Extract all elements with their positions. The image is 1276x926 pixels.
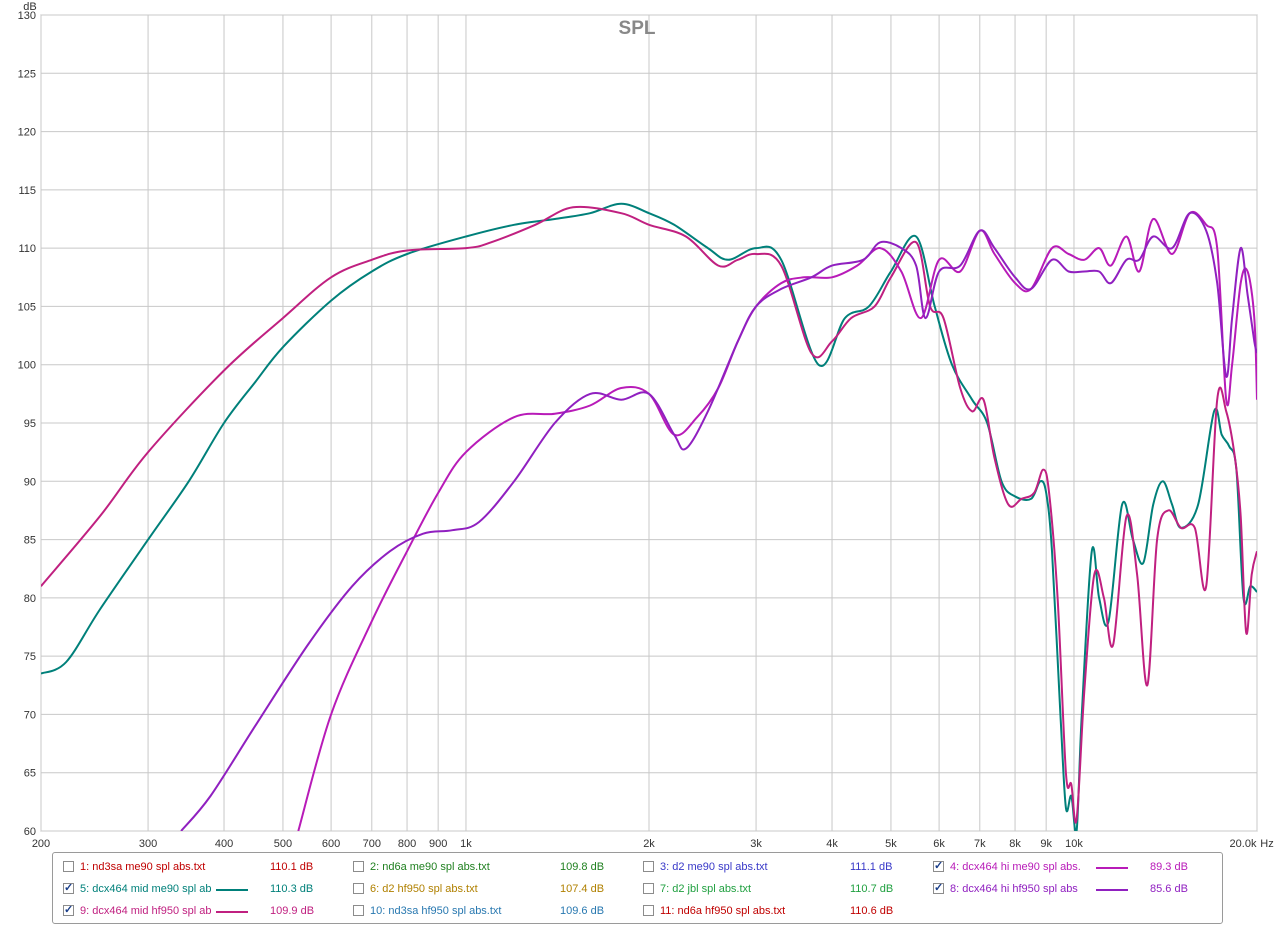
legend-checkbox[interactable]	[933, 857, 944, 875]
legend-value: 109.8 dB	[560, 861, 605, 873]
legend-swatch	[216, 889, 248, 891]
legend-label: 4: dcx464 hi me90 spl abs.	[950, 861, 1081, 873]
legend-item[interactable]: 7: d2 jbl spl abs.txt 110.7 dB	[643, 880, 910, 898]
legend-item[interactable]: 10: nd3sa hf950 spl abs.txt 109.6 dB	[353, 902, 620, 920]
y-tick-label: 115	[18, 185, 36, 197]
x-tick-label: 500	[274, 838, 292, 850]
legend-checkbox[interactable]	[63, 901, 74, 919]
y-tick-label: 105	[18, 301, 36, 313]
y-tick-label: 65	[24, 768, 36, 780]
legend-label: 8: dcx464 hi hf950 spl abs	[950, 883, 1078, 895]
y-tick-label: 80	[24, 593, 36, 605]
legend-label: 9: dcx464 mid hf950 spl ab	[80, 905, 212, 917]
legend-item[interactable]: 9: dcx464 mid hf950 spl ab 109.9 dB	[63, 901, 330, 920]
y-tick-label: 60	[24, 826, 36, 838]
legend-value: 85.6 dB	[1150, 883, 1188, 895]
y-tick-label: 85	[24, 535, 36, 547]
legend-item[interactable]: 2: nd6a me90 spl abs.txt 109.8 dB	[353, 858, 620, 876]
y-tick-label: 130	[18, 10, 36, 22]
x-tick-label: 3k	[750, 838, 762, 850]
legend-value: 110.7 dB	[850, 883, 894, 895]
legend-checkbox[interactable]	[643, 861, 654, 872]
legend-label: 1: nd3sa me90 spl abs.txt	[80, 861, 206, 873]
spl-chart: 130 125 120 115 110 105 100 95 90 85 80 75 70 65 60 20…	[18, 1, 1274, 850]
x-tick-label: 1k	[460, 838, 472, 850]
legend-label: 2: nd6a me90 spl abs.txt	[370, 861, 490, 873]
legend-swatch	[216, 911, 248, 913]
y-tick-label: 90	[24, 476, 36, 488]
x-tick-label: 8k	[1009, 838, 1021, 850]
y-tick-label: 120	[18, 127, 36, 139]
legend-label: 6: d2 hf950 spl abs.txt	[370, 883, 478, 895]
legend-checkbox[interactable]	[933, 879, 944, 897]
legend-item[interactable]: 11: nd6a hf950 spl abs.txt 110.6 dB	[643, 902, 910, 920]
legend-item[interactable]: 1: nd3sa me90 spl abs.txt 110.1 dB	[63, 858, 330, 876]
legend-value: 89.3 dB	[1150, 861, 1188, 873]
legend-checkbox[interactable]	[63, 879, 74, 897]
legend-value: 107.4 dB	[560, 883, 605, 895]
x-tick-label: 200	[32, 838, 50, 850]
legend-checkbox[interactable]	[353, 883, 364, 894]
legend-item[interactable]: 4: dcx464 hi me90 spl abs. 89.3 dB	[933, 857, 1210, 876]
x-tick-label: 5k	[885, 838, 897, 850]
y-tick-label: 70	[24, 709, 36, 721]
series-line	[297, 211, 1257, 831]
x-tick-label: 900	[429, 838, 447, 850]
x-tick-label: 700	[363, 838, 381, 850]
y-tick-label: 75	[24, 651, 36, 663]
legend-label: 10: nd3sa hf950 spl abs.txt	[370, 905, 502, 917]
legend-swatch	[1096, 867, 1128, 869]
legend-label: 7: d2 jbl spl abs.txt	[660, 883, 752, 895]
x-tick-label: 4k	[826, 838, 838, 850]
legend-value: 111.1 dB	[850, 861, 893, 873]
y-tick-label: 110	[18, 243, 36, 255]
legend-swatch	[1096, 889, 1128, 891]
chart-title: SPL	[619, 18, 656, 39]
x-tick-label: 2k	[643, 838, 655, 850]
x-axis-unit: Hz	[1260, 838, 1273, 850]
x-tick-label: 9k	[1040, 838, 1052, 850]
x-tick-label: 7k	[974, 838, 986, 850]
legend-panel: 1: nd3sa me90 spl abs.txt 110.1 dB 2: nd6a…	[52, 852, 1223, 924]
series-line	[180, 211, 1257, 831]
legend-item[interactable]: 6: d2 hf950 spl abs.txt 107.4 dB	[353, 880, 620, 898]
legend-label: 5: dcx464 mid me90 spl ab	[80, 883, 212, 895]
x-tick-label: 6k	[933, 838, 945, 850]
legend-label: 11: nd6a hf950 spl abs.txt	[660, 905, 786, 917]
y-tick-label: 95	[24, 418, 36, 430]
legend-checkbox[interactable]	[63, 861, 74, 872]
x-tick-label: 10k	[1065, 838, 1083, 850]
y-tick-label: 125	[18, 68, 36, 80]
legend-checkbox[interactable]	[353, 861, 364, 872]
legend-value: 110.6 dB	[850, 905, 894, 917]
x-tick-label: 400	[215, 838, 233, 850]
legend-checkbox[interactable]	[643, 905, 654, 916]
x-tick-label: 800	[398, 838, 416, 850]
legend-item[interactable]: 8: dcx464 hi hf950 spl abs 85.6 dB	[933, 879, 1210, 898]
series-line	[41, 205, 1257, 824]
legend-value: 110.1 dB	[270, 861, 314, 873]
legend-item[interactable]: 3: d2 me90 spl abs.txt 111.1 dB	[643, 858, 910, 876]
x-tick-label: 600	[322, 838, 340, 850]
y-tick-label: 100	[18, 360, 36, 372]
legend-checkbox[interactable]	[643, 883, 654, 894]
legend-label: 3: d2 me90 spl abs.txt	[660, 861, 768, 873]
legend-value: 109.9 dB	[270, 905, 315, 917]
legend-checkbox[interactable]	[353, 905, 364, 916]
x-tick-label: 20.0k	[1230, 838, 1257, 850]
x-tick-label: 300	[139, 838, 157, 850]
legend-value: 110.3 dB	[270, 883, 314, 895]
legend-item[interactable]: 5: dcx464 mid me90 spl ab 110.3 dB	[63, 879, 330, 898]
legend-value: 109.6 dB	[560, 905, 605, 917]
y-axis-label: dB	[23, 1, 36, 13]
